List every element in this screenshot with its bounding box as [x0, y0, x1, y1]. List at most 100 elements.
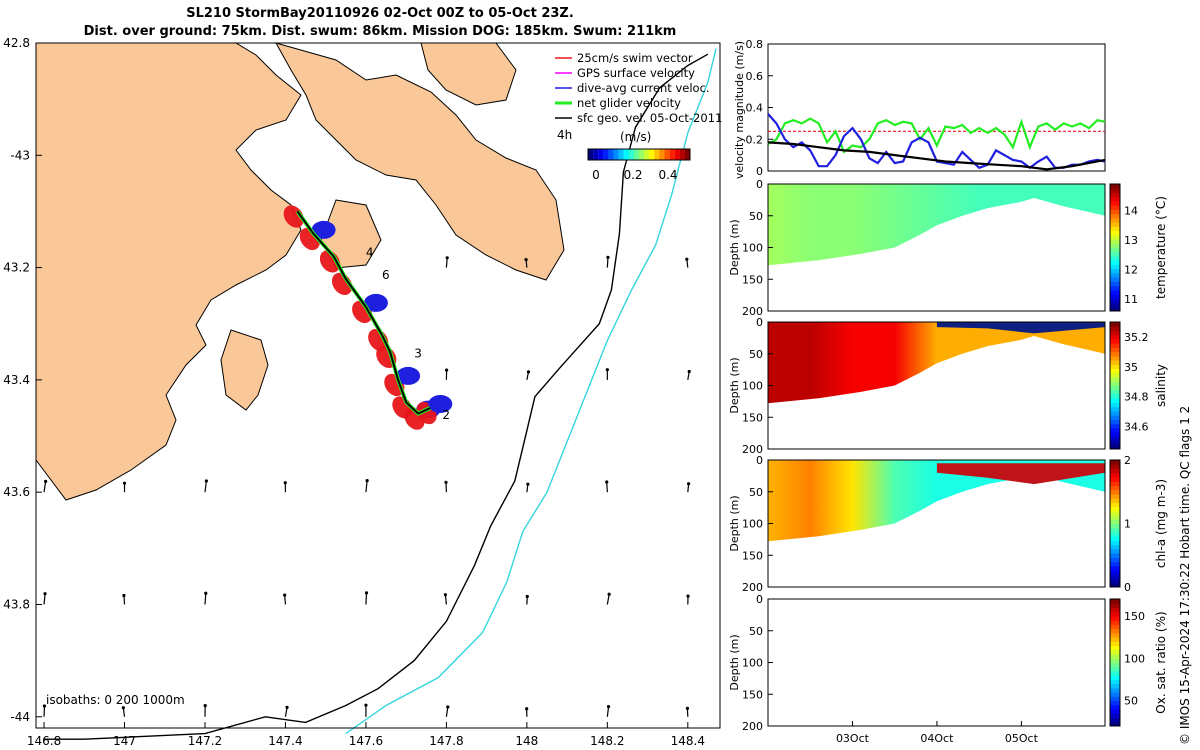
colorbar-tick-label: 0.2 — [623, 168, 642, 182]
velocity-y-tick-label: 0.4 — [746, 102, 764, 115]
speed-colorbar-frame — [587, 148, 691, 161]
depth-tick-label: 200 — [742, 305, 763, 318]
x-tick-label: 147.4 — [268, 734, 302, 748]
colorbar-frame — [1109, 598, 1121, 727]
geo-arrow-head — [445, 368, 449, 372]
speed-colorbar-cell — [679, 149, 685, 160]
y-tick-label: 42.8 — [3, 36, 30, 50]
geo-arrow-head — [685, 257, 689, 261]
colorbar-tick-label: 100 — [1124, 652, 1145, 665]
glider-track-line — [296, 210, 431, 415]
geo-arrow-head — [687, 482, 691, 486]
colorbar-cell — [1110, 709, 1120, 714]
geo-arrow — [43, 481, 47, 493]
colorbar-cell — [1110, 666, 1120, 672]
geo-arrow-head — [686, 594, 690, 598]
colorbar-cell — [1110, 355, 1120, 361]
colorbar-cell — [1110, 410, 1120, 416]
x-tick-label: 146.8 — [27, 734, 61, 748]
colorbar-cell — [1110, 440, 1120, 446]
current-vector-blob — [363, 293, 388, 312]
depth-tick-label: 200 — [742, 443, 763, 456]
colorbar-cell — [1110, 464, 1120, 469]
speed-colorbar-cell — [674, 149, 680, 160]
velocity-y-tick-label: 0.8 — [746, 38, 764, 51]
colorbar-cell — [1110, 239, 1120, 244]
geo-arrow — [606, 594, 610, 605]
colorbar-tick-label: 150 — [1124, 610, 1145, 623]
colorbar-cell — [1110, 498, 1120, 503]
depth-tick-label: 100 — [742, 380, 763, 393]
colorbar-cell — [1110, 493, 1120, 499]
geo-arrow-head — [122, 593, 126, 598]
colorbar-cell — [1110, 444, 1120, 450]
geo-arrow-head — [446, 705, 450, 709]
colorbar-cell — [1110, 582, 1120, 588]
depth-axis-label: Depth (m) — [728, 357, 741, 413]
velocity-y-tick-label: 0 — [756, 165, 763, 178]
colorbar-tick-label: 34.6 — [1124, 421, 1149, 434]
colorbar-cell — [1110, 406, 1120, 412]
section-fill-1 — [768, 184, 1105, 266]
speed-colorbar-cell — [598, 149, 604, 160]
geo-arrow-head — [525, 707, 529, 711]
geo-arrow — [444, 594, 447, 605]
colorbar-cell — [1110, 294, 1120, 299]
speed-colorbar-cell — [618, 149, 624, 160]
legend-label: sfc geo. vel. 05-Oct-2011 — [577, 111, 722, 125]
y-tick-label: 43.4 — [3, 373, 30, 387]
colorbar-cell — [1110, 427, 1120, 433]
speed-colorbar-cell — [654, 149, 660, 160]
isobath-200m-line — [44, 53, 709, 740]
colorbar-cell — [1110, 436, 1120, 442]
day-label: 2 — [442, 408, 450, 422]
colorbar-cell — [1110, 713, 1120, 719]
glider-swath: 2 3 46 — [283, 205, 453, 430]
colorbar-cell — [1110, 330, 1120, 336]
colorbar-cell — [1110, 285, 1120, 291]
colorbar-cell — [1110, 632, 1120, 638]
speed-colorbar-cell — [649, 149, 655, 160]
geo-arrow-head — [204, 591, 208, 595]
colorbar-cell — [1110, 548, 1120, 554]
colorbar-tick-label: 13 — [1124, 234, 1138, 247]
colorbar-cell — [1110, 468, 1120, 474]
depth-axis-label: Depth (m) — [728, 634, 741, 690]
colorbar-cell — [1110, 234, 1120, 240]
geo-arrow-head — [443, 593, 447, 597]
colorbar-cell — [1110, 624, 1120, 630]
depth-tick-label: 0 — [756, 178, 763, 191]
x-tick-label: 147 — [113, 734, 136, 748]
speed-colorbar-cell — [603, 149, 609, 160]
colorbar-label: (m/s) — [620, 130, 651, 144]
section-fill-3 — [768, 460, 1105, 542]
geo-arrow-head — [526, 482, 530, 486]
colorbar-cell — [1110, 481, 1120, 486]
colorbar-cell — [1110, 377, 1120, 382]
colorbar-cell — [1110, 607, 1120, 613]
velocity-y-tick-label: 0.2 — [746, 133, 764, 146]
colorbar-cell — [1110, 402, 1120, 408]
time-tick-label: 03Oct — [836, 732, 870, 745]
colorbar-cell — [1110, 364, 1120, 370]
colorbar-cell — [1110, 561, 1120, 567]
colorbar-cell — [1110, 415, 1120, 420]
colorbar-cell — [1110, 289, 1120, 295]
speed-colorbar-cell — [639, 149, 645, 160]
velocity-series-4 — [767, 141, 1106, 171]
time-tick-label: 05Oct — [1005, 732, 1039, 745]
colorbar-cell — [1110, 298, 1120, 304]
velocity-y-tick-label: 0.6 — [746, 70, 764, 83]
colorbar-cell — [1110, 570, 1120, 575]
speed-colorbar-cell — [664, 149, 670, 160]
colorbar-cell — [1110, 326, 1120, 331]
geo-arrow-head — [445, 256, 449, 260]
colorbar-cell — [1110, 222, 1120, 227]
colorbar-cell — [1110, 574, 1120, 580]
colorbar-cell — [1110, 515, 1120, 520]
geo-arrow — [204, 480, 207, 493]
geostrophic-arrows — [42, 255, 691, 717]
map-land-group — [35, 42, 565, 501]
speed-colorbar-cell — [659, 149, 665, 160]
